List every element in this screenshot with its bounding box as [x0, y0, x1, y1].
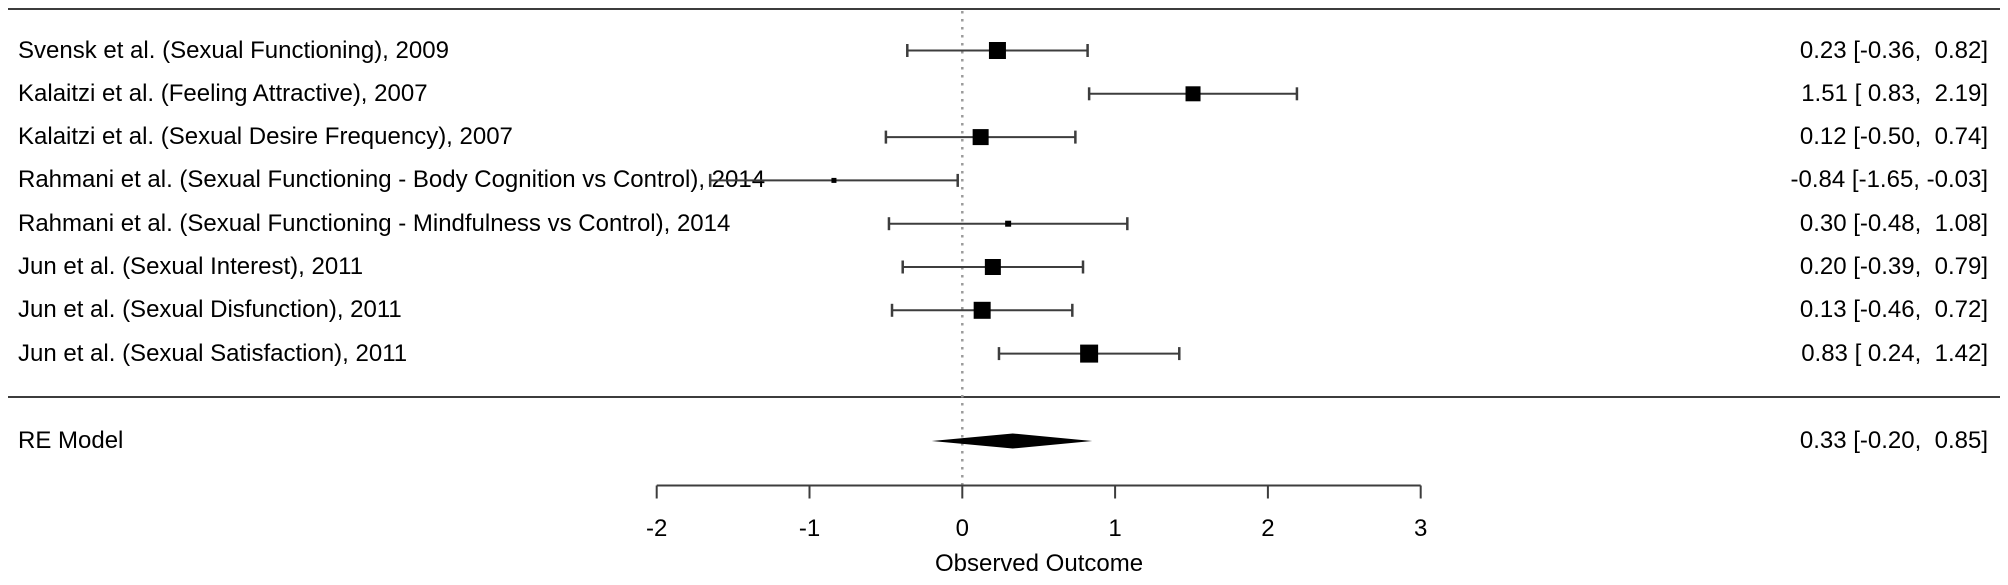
study-label: Jun et al. (Sexual Satisfaction), 2011: [18, 339, 408, 367]
study-label: Kalaitzi et al. (Sexual Desire Frequency…: [18, 123, 513, 151]
study-estimate: 0.23 [-0.36, 0.82]: [1799, 36, 1988, 64]
summary-label: RE Model: [18, 427, 124, 454]
x-axis-tick-label: -2: [646, 515, 667, 542]
study-label: Jun et al. (Sexual Interest), 2011: [18, 253, 364, 280]
x-axis-tick-label: 3: [1414, 515, 1427, 542]
study-label: Kalaitzi et al. (Feeling Attractive), 20…: [18, 79, 428, 107]
effect-square: [972, 129, 989, 146]
study-estimate: 1.51 [ 0.83, 2.19]: [1801, 79, 1988, 107]
effect-square: [1005, 220, 1012, 227]
study-label: Svensk et al. (Sexual Functioning), 2009: [18, 36, 449, 64]
effect-square: [973, 301, 991, 319]
summary-separator-rule: [8, 396, 2000, 398]
study-estimate: 0.12 [-0.50, 0.74]: [1799, 123, 1988, 151]
top-rule: [8, 8, 2000, 10]
study-estimate: 0.30 [-0.48, 1.08]: [1799, 209, 1988, 237]
x-axis-tick-label: 1: [1108, 515, 1121, 542]
study-label: Rahmani et al. (Sexual Functioning - Bod…: [18, 166, 766, 194]
x-axis-tick-label: 2: [1261, 515, 1274, 542]
effect-square: [1080, 344, 1099, 363]
x-axis-tick-label: 0: [956, 515, 969, 542]
study-estimate: 0.20 [-0.39, 0.79]: [1799, 253, 1988, 280]
x-axis-title: Observed Outcome: [934, 550, 1144, 577]
x-axis-tick-label: -1: [799, 515, 820, 542]
summary-estimate: 0.33 [-0.20, 0.85]: [1799, 427, 1988, 454]
study-label: Rahmani et al. (Sexual Functioning - Min…: [18, 209, 731, 237]
summary-diamond: [931, 433, 1093, 449]
effect-square: [1185, 86, 1201, 102]
study-estimate: 0.83 [ 0.24, 1.42]: [1801, 339, 1988, 367]
study-estimate: -0.84 [-1.65, -0.03]: [1790, 166, 1988, 194]
study-label: Jun et al. (Sexual Disfunction), 2011: [18, 296, 402, 324]
effect-square: [831, 177, 837, 183]
effect-square: [984, 259, 1001, 275]
effect-square: [988, 42, 1006, 59]
study-estimate: 0.13 [-0.46, 0.72]: [1799, 296, 1988, 324]
